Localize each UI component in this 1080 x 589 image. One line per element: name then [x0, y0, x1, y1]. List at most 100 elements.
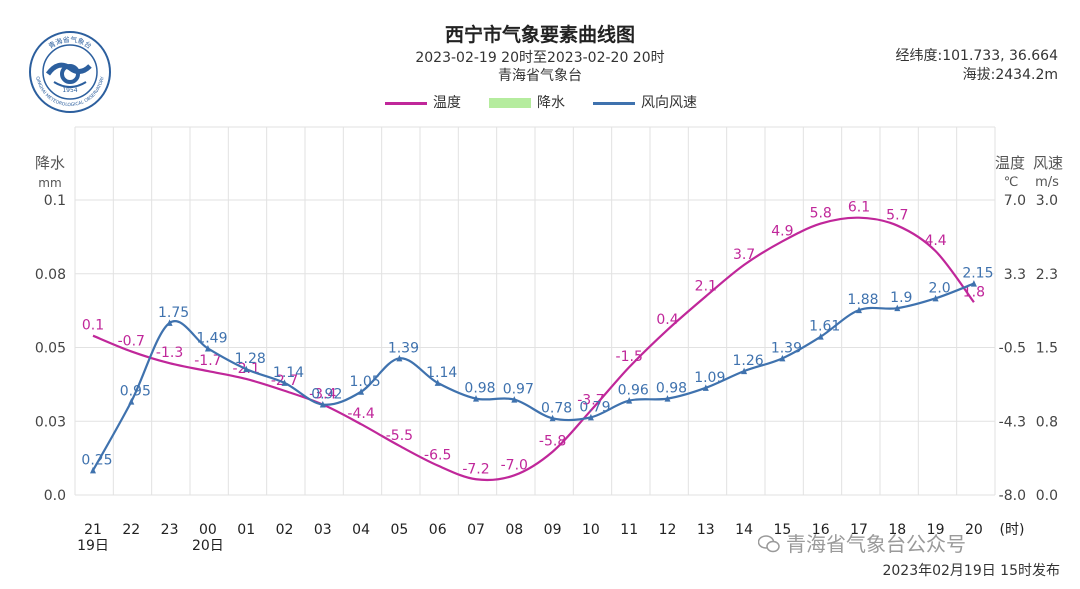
temp-data-label: -5.8 — [539, 434, 566, 450]
wind-point-marker — [702, 384, 709, 391]
precip-axis-title: 降水 — [35, 154, 65, 172]
temp-tick-label: -8.0 — [999, 488, 1026, 504]
wind-data-label: 1.88 — [847, 292, 878, 308]
x-tick-sublabel: 20日 — [192, 538, 224, 554]
x-tick-label: 04 — [352, 522, 370, 538]
wind-tick-label: 2.3 — [1036, 267, 1058, 283]
temp-data-label: -1.7 — [194, 353, 221, 369]
x-tick-label: 13 — [697, 522, 715, 538]
wind-point-marker — [434, 379, 441, 386]
temp-tick-label: 7.0 — [1004, 193, 1026, 209]
wind-point-marker — [894, 304, 901, 312]
temp-data-label: 2.1 — [695, 278, 717, 294]
wind-point-marker — [741, 367, 748, 375]
wind-data-label: 1.39 — [771, 340, 802, 356]
wind-point-marker — [128, 398, 135, 405]
legend-label-precip: 降水 — [537, 95, 565, 111]
x-tick-label: 22 — [122, 522, 140, 538]
x-tick-label: 14 — [735, 522, 753, 538]
wind-point-marker — [549, 414, 556, 422]
temp-data-label: -1.3 — [156, 345, 183, 361]
wind-tick-label: 1.5 — [1036, 341, 1058, 357]
wind-data-label: 1.14 — [426, 365, 457, 381]
wind-point-marker — [587, 413, 594, 421]
wind-data-label: 1.39 — [388, 340, 419, 356]
precip-tick-label: 0.05 — [35, 341, 66, 357]
wind-axis-unit: m/s — [1035, 175, 1059, 190]
legend-item-precip[interactable]: 降水 — [489, 92, 565, 112]
legend-swatch-wind — [593, 101, 635, 105]
wind-point-marker — [243, 365, 250, 373]
wind-tick-label: 3.0 — [1036, 193, 1058, 209]
precip-axis-unit: mm — [38, 176, 61, 190]
temp-axis-title: 温度 — [995, 154, 1025, 172]
temp-data-label: 4.4 — [924, 233, 946, 249]
temp-data-label: 5.8 — [810, 206, 832, 222]
wind-data-label: 0.96 — [618, 383, 649, 399]
legend-label-temp: 温度 — [433, 95, 461, 111]
x-tick-sublabel: 19日 — [77, 538, 109, 554]
wind-point-marker — [473, 395, 479, 402]
x-tick-label: 02 — [276, 522, 294, 538]
temp-data-label: -5.5 — [386, 428, 413, 444]
meteorological-seal-icon: 1954 青海省气象台 QINGHAI METEOROLOGICAL OBSER… — [29, 31, 111, 113]
temp-axis-unit: ℃ — [1004, 175, 1019, 190]
wind-point-marker — [396, 354, 403, 362]
legend-item-wind[interactable]: 风向风速 — [593, 92, 697, 112]
wind-tick-label: 0.0 — [1036, 488, 1058, 504]
temp-data-label: -4.4 — [347, 406, 374, 422]
wind-point-marker — [932, 294, 939, 302]
x-tick-label: 01 — [237, 522, 255, 538]
temp-data-label: 6.1 — [848, 200, 870, 216]
x-tick-label: 11 — [620, 522, 638, 538]
wind-data-label: 0.79 — [579, 399, 610, 415]
watermark-text: 青海省气象台公众号 — [786, 532, 966, 556]
chart-source: 青海省气象台 — [498, 68, 582, 84]
x-tick-label: 09 — [544, 522, 562, 538]
wind-data-label: 1.61 — [809, 319, 840, 335]
wind-point-marker — [626, 397, 633, 404]
temp-tick-label: -4.3 — [999, 414, 1026, 430]
precip-tick-label: 0.0 — [44, 488, 66, 504]
wind-point-marker — [319, 401, 326, 408]
legend-label-wind: 风向风速 — [641, 95, 697, 111]
x-tick-label: 19 — [927, 522, 945, 538]
wind-data-label: 1.9 — [890, 290, 912, 306]
temp-data-label: -6.5 — [424, 448, 451, 464]
x-tick-label: 16 — [812, 522, 830, 538]
x-tick-label: 17 — [850, 522, 868, 538]
wind-point-marker — [817, 333, 824, 340]
legend-item-temp[interactable]: 温度 — [385, 92, 461, 112]
wind-point-marker — [358, 388, 365, 395]
wind-data-label: 0.95 — [120, 384, 151, 400]
wind-point-marker — [511, 396, 518, 403]
wind-data-label: 1.09 — [694, 370, 725, 386]
x-tick-label: 15 — [773, 522, 791, 538]
wind-point-marker — [204, 344, 211, 352]
wind-data-label: 0.78 — [541, 400, 572, 416]
precip-tick-label: 0.08 — [35, 267, 66, 283]
wind-tick-label: 0.8 — [1036, 414, 1058, 430]
x-tick-label: 10 — [582, 522, 600, 538]
wind-point-marker — [779, 354, 786, 362]
temp-data-label: 5.7 — [886, 208, 908, 224]
x-tick-label: 20 — [965, 522, 983, 538]
wind-axis-title: 风速 — [1033, 154, 1063, 172]
x-tick-label: 03 — [314, 522, 332, 538]
temp-data-label: 0.4 — [656, 312, 678, 328]
wind-data-label: 0.97 — [503, 382, 534, 398]
wind-data-label: 0.25 — [81, 452, 112, 468]
wind-data-label: 0.98 — [464, 381, 495, 397]
wechat-icon — [757, 534, 780, 553]
x-tick-label: 06 — [429, 522, 447, 538]
altitude: 海拔:2434.2m — [962, 67, 1058, 83]
wind-data-label: 0.98 — [656, 381, 687, 397]
wind-data-label: 1.75 — [158, 305, 189, 321]
wind-point-marker — [970, 280, 977, 287]
wind-data-label: 1.49 — [196, 330, 227, 346]
x-tick-label: 07 — [467, 522, 485, 538]
published-time: 2023年02月19日 15时发布 — [882, 563, 1060, 579]
x-unit-label: (时) — [1000, 522, 1025, 538]
watermark: 青海省气象台公众号 — [757, 528, 966, 557]
